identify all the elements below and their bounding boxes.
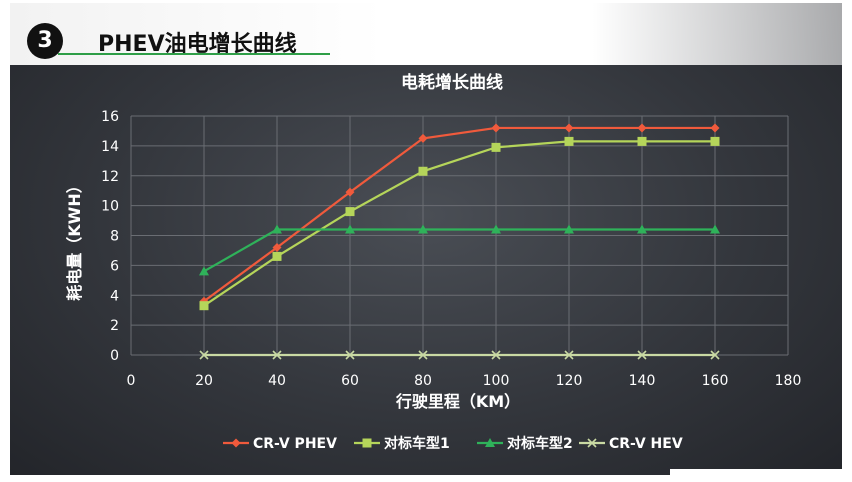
data-point <box>564 136 574 146</box>
series-1 <box>199 123 720 306</box>
data-point <box>199 266 209 276</box>
data-point <box>564 350 574 360</box>
legend-label: CR-V HEV <box>609 436 683 452</box>
x-tick-label: 0 <box>127 373 136 389</box>
x-tick-label: 180 <box>775 373 802 389</box>
data-point <box>418 224 428 234</box>
data-point <box>345 207 355 217</box>
data-point <box>637 136 647 146</box>
legend-marker <box>231 438 241 448</box>
data-point <box>272 224 282 234</box>
legend-label: CR-V PHEV <box>253 436 337 452</box>
y-tick-label: 4 <box>110 288 119 304</box>
data-point <box>272 242 282 252</box>
series-3 <box>199 224 720 276</box>
header-bar: 3 PHEV油电增长曲线 <box>10 3 842 65</box>
data-point <box>418 166 428 176</box>
chart-title: 电耗增长曲线 <box>401 72 503 93</box>
data-point <box>491 224 501 234</box>
y-tick-label: 6 <box>110 258 119 274</box>
data-point <box>710 123 720 133</box>
series-line <box>203 228 715 273</box>
series-line <box>203 140 715 307</box>
x-tick-label: 160 <box>702 373 729 389</box>
y-tick-label: 16 <box>101 109 119 125</box>
section-number-badge: 3 <box>27 23 63 59</box>
data-point <box>491 142 501 152</box>
data-point <box>272 251 282 261</box>
legend-item: CR-V PHEV <box>223 436 337 452</box>
data-point <box>272 350 282 360</box>
y-tick-label: 8 <box>110 229 119 245</box>
grid-layer <box>130 115 789 356</box>
x-tick-label: 140 <box>629 373 656 389</box>
data-point <box>637 123 647 133</box>
data-point <box>710 350 720 360</box>
footer-strip <box>670 469 842 475</box>
data-point <box>418 133 428 143</box>
section-title: PHEV油电增长曲线 <box>98 32 297 57</box>
legend-item: CR-V HEV <box>579 436 683 452</box>
data-point <box>345 224 355 234</box>
y-tick-label: 14 <box>101 139 119 155</box>
y-tick-label: 2 <box>110 318 119 334</box>
legend-item: 对标车型2 <box>477 435 573 452</box>
legend-marker <box>587 438 597 448</box>
x-axis-label: 行驶里程（KM） <box>395 392 520 411</box>
data-point <box>491 123 501 133</box>
legend-marker <box>362 438 372 448</box>
data-point <box>637 224 647 234</box>
data-point <box>199 350 209 360</box>
x-tick-label: 120 <box>556 373 583 389</box>
y-tick-label: 12 <box>101 169 119 185</box>
data-point <box>564 123 574 133</box>
legend-label: 对标车型1 <box>384 435 450 452</box>
y-axis-label: 耗电量（KWH） <box>65 177 84 300</box>
data-point <box>564 224 574 234</box>
y-tick-label: 0 <box>110 348 119 364</box>
data-point <box>345 187 355 197</box>
legend-item: 对标车型1 <box>354 435 450 452</box>
data-point <box>637 350 647 360</box>
legend-label: 对标车型2 <box>507 435 573 452</box>
slide: 3 PHEV油电增长曲线 电耗增长曲线 行驶里程（KM） 耗电量（KWH） 0 2… <box>10 3 842 475</box>
data-point <box>199 301 209 311</box>
legend: CR-V PHEV 对标车型1 对标车型2 CR-V HEV <box>223 435 683 452</box>
header-underline <box>58 53 330 55</box>
series-line <box>203 126 715 303</box>
x-tick-label: 80 <box>414 373 432 389</box>
data-point <box>710 224 720 234</box>
x-tick-label: 20 <box>195 373 213 389</box>
data-point <box>345 350 355 360</box>
data-point <box>710 136 720 146</box>
x-tick-label: 100 <box>483 373 510 389</box>
x-tick-label: 40 <box>268 373 286 389</box>
series-layer <box>199 123 720 360</box>
y-tick-label: 10 <box>101 199 119 215</box>
data-point <box>491 350 501 360</box>
legend-marker <box>485 438 495 447</box>
series-4 <box>199 350 720 360</box>
x-tick-label: 60 <box>341 373 359 389</box>
series-2 <box>199 136 720 311</box>
data-point <box>418 350 428 360</box>
